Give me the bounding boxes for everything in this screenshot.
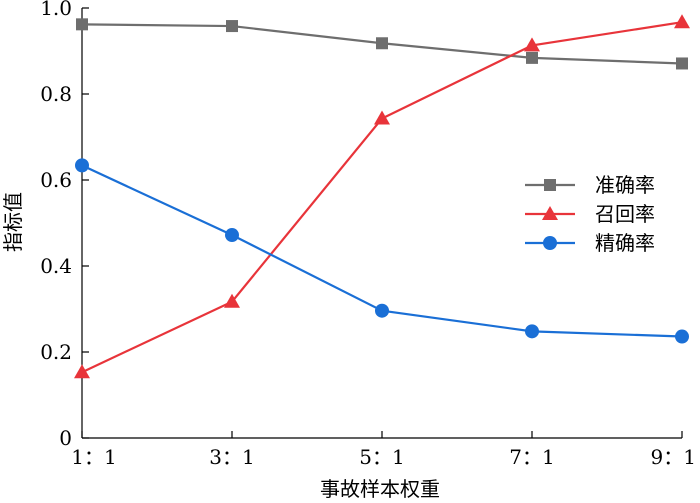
data-point	[224, 293, 240, 308]
x-tick-label: 9：1	[651, 445, 696, 469]
data-point	[524, 37, 540, 52]
data-point	[226, 20, 238, 33]
series-1	[76, 18, 688, 70]
series-line	[81, 21, 683, 374]
y-tick-label: 0	[59, 426, 72, 450]
legend-label: 精确率	[595, 231, 655, 255]
y-tick-label: 1.0	[40, 0, 72, 20]
legend-marker	[542, 206, 558, 220]
x-tick-label: 5：1	[359, 445, 404, 469]
axes: 0 0.2 0.4 0.6 0.8 1.0 1：1 3：1 5：1 7：1 9：1	[40, 0, 696, 469]
legend-item-1: 准确率	[525, 173, 655, 197]
data-point	[376, 37, 388, 50]
y-tick-label: 0.4	[40, 254, 72, 278]
data-point	[76, 18, 88, 31]
legend-label: 准确率	[595, 173, 655, 197]
data-point	[374, 110, 390, 125]
x-tick-label: 1：1	[71, 445, 116, 469]
data-point	[525, 324, 539, 339]
legend-marker	[544, 179, 556, 191]
data-point	[674, 14, 690, 29]
series-2	[74, 14, 690, 379]
y-tick-label: 0.8	[40, 82, 72, 106]
data-point	[225, 228, 239, 243]
data-point	[676, 57, 688, 70]
data-point	[74, 364, 90, 379]
x-tick-label: 7：1	[509, 445, 554, 469]
y-tick-label: 0.2	[40, 340, 72, 364]
data-point	[526, 51, 538, 64]
legend-item-3: 精确率	[525, 231, 655, 255]
y-axis-label: 指标值	[1, 192, 25, 252]
legend-marker	[543, 236, 557, 250]
x-tick-label: 3：1	[209, 445, 254, 469]
series-group	[74, 14, 690, 379]
legend-label: 召回率	[595, 202, 655, 226]
series-3	[75, 158, 689, 344]
legend-item-2: 召回率	[525, 202, 655, 226]
x-axis-label: 事故样本权重	[320, 477, 440, 501]
data-point	[675, 329, 689, 344]
data-point	[375, 303, 389, 318]
y-tick-label: 0.6	[40, 168, 72, 192]
data-point	[75, 158, 89, 173]
